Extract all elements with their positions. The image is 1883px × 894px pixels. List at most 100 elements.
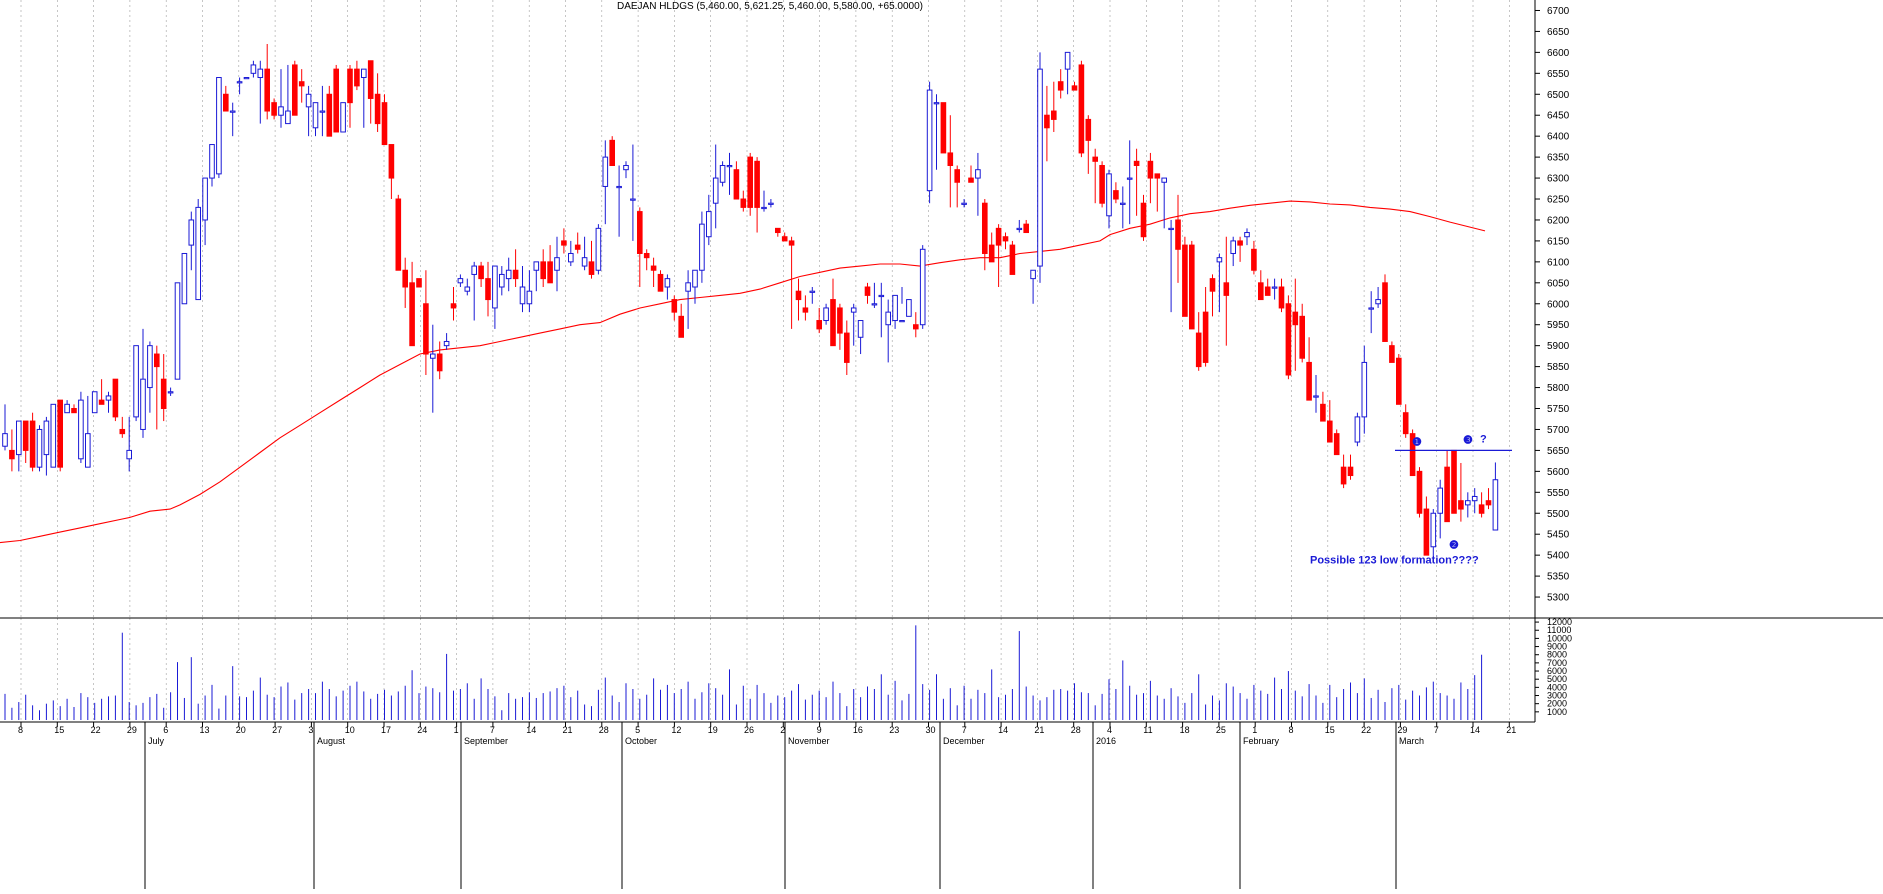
candle (1389, 341, 1395, 363)
candle-body (1133, 160, 1140, 166)
candle-body (1423, 508, 1430, 556)
candle-body (1271, 286, 1278, 289)
candle-body (609, 139, 616, 166)
candle (1230, 236, 1237, 267)
candle (1189, 240, 1195, 330)
date-tick-label: 3 (308, 725, 313, 735)
candle-body (919, 248, 926, 326)
candle-body (995, 227, 1002, 246)
date-tick-label: 8 (1289, 725, 1294, 735)
price-tick-label: 5300 (1547, 593, 1570, 604)
price-tick-label: 5600 (1547, 467, 1570, 478)
candle (1202, 287, 1209, 367)
price-tick-label: 5800 (1547, 383, 1570, 394)
candle-body (1402, 412, 1409, 435)
candle-body (402, 269, 408, 288)
candle-body (105, 395, 112, 401)
date-tick-label: 20 (236, 725, 246, 735)
date-tick-label: 15 (1325, 725, 1335, 735)
candle (1223, 236, 1230, 346)
volume-tick-label: 10000 (1547, 633, 1572, 643)
candle-body (823, 307, 829, 322)
candle-body (326, 93, 333, 137)
candle (1361, 345, 1368, 434)
candle (298, 69, 305, 103)
candle-body (216, 77, 222, 175)
volume-tick-label: 12000 (1547, 617, 1572, 627)
date-tick-label: 28 (599, 725, 609, 735)
candle (2, 404, 8, 451)
candle (533, 261, 540, 292)
candle (961, 199, 967, 208)
candle (1244, 228, 1250, 246)
candle-body (430, 353, 436, 359)
candle-body (747, 156, 754, 208)
date-tick-label: 25 (1216, 725, 1226, 735)
candle-body (305, 93, 312, 108)
candle (1154, 173, 1161, 212)
candle-body (181, 252, 188, 305)
candle (643, 249, 650, 271)
date-axis: 8 15 22 29 6 13 20 27 3 10 17 24 1 7 14 21 28 5 12 19 26 2 9 16… (18, 722, 1516, 889)
candle-body (540, 261, 547, 280)
candle-body (526, 290, 533, 305)
candle-body (1478, 504, 1485, 514)
question-mark-label: ? (1480, 433, 1487, 445)
candle-body (1023, 223, 1030, 234)
candle (1002, 232, 1009, 250)
candle-body (16, 420, 22, 456)
candle-body (416, 278, 422, 288)
candle-body (1292, 311, 1299, 326)
candle-body (154, 353, 160, 368)
candle (1064, 51, 1071, 95)
volume-tick-label: 5000 (1547, 674, 1567, 684)
date-tick-label: 18 (1180, 725, 1190, 735)
ma-line (0, 200, 1486, 544)
candle-body (1258, 282, 1264, 301)
candle (395, 194, 402, 271)
candle (29, 412, 36, 472)
candle (899, 287, 905, 323)
candle-body (1175, 219, 1181, 250)
month-tick-label: August (317, 736, 346, 746)
candle-body (229, 110, 236, 113)
candle (202, 177, 208, 246)
candle (1478, 492, 1485, 518)
candle (857, 320, 864, 355)
candle-body (1333, 433, 1340, 456)
candle-body (1485, 500, 1492, 506)
price-axis: 5300 5350 5400 5450 5500 5550 5600 5650 5700 5750… (1535, 6, 1570, 604)
candle (1320, 391, 1326, 422)
candle (292, 60, 298, 116)
candle-body (1444, 466, 1450, 523)
volume-tick-label: 7000 (1547, 658, 1567, 668)
candle-body (1126, 177, 1133, 180)
candle (1161, 177, 1168, 229)
candle (1492, 462, 1499, 531)
candle (1271, 278, 1278, 300)
candle-body (64, 403, 70, 414)
candle-body (837, 307, 843, 334)
candle (761, 190, 767, 212)
candle-body (1202, 311, 1209, 363)
candle-body (726, 164, 733, 168)
date-tick-label: 21 (1506, 725, 1516, 735)
price-tick-label: 6300 (1547, 174, 1570, 185)
moving-average-line (0, 200, 1486, 544)
candle-body (1051, 110, 1057, 120)
candle-body (1099, 164, 1105, 204)
candle-body (809, 290, 816, 293)
date-tick-label: 5 (635, 725, 640, 735)
candle-body (492, 265, 498, 309)
price-tick-label: 6550 (1547, 69, 1570, 80)
price-tick-label: 6500 (1547, 90, 1570, 101)
candle-body (1009, 244, 1016, 275)
candle (250, 60, 257, 78)
candle (1216, 253, 1223, 313)
month-tick-label: October (625, 736, 657, 746)
candle (1251, 240, 1257, 275)
candle (878, 282, 885, 338)
candle (160, 354, 167, 422)
candle (174, 282, 181, 380)
candle-body (1209, 278, 1216, 292)
